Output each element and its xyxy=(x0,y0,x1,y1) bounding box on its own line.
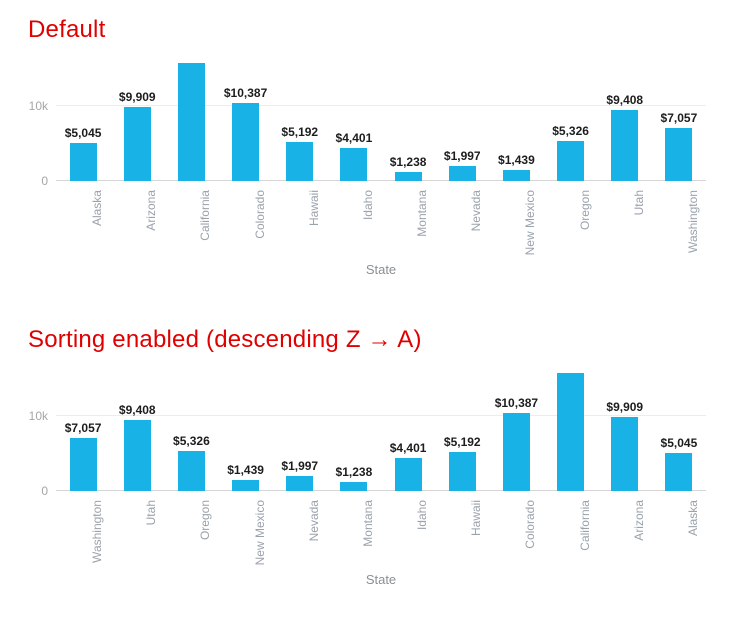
x-tick-label-idaho: Idaho xyxy=(360,190,375,221)
x-axis-title: State xyxy=(365,262,397,277)
bar-new-mexico xyxy=(502,170,530,181)
bar-washington xyxy=(665,128,693,181)
x-tick-label-nevada: Nevada xyxy=(469,190,484,232)
x-tick-label-colorado: Colorado xyxy=(252,190,267,239)
x-axis-title: State xyxy=(365,572,397,587)
y-tick-label-10k: 10k xyxy=(28,99,48,113)
bar-nevada xyxy=(286,476,314,491)
bar-value-label: $9,408 xyxy=(606,93,644,108)
bar-idaho xyxy=(394,458,422,491)
bar-value-label: $5,326 xyxy=(173,434,210,449)
x-tick-label-new-mexico: New Mexico xyxy=(252,500,267,566)
chart-sorted: Sorting enabled (descending Z → A) 0 10k $… xyxy=(0,310,731,621)
bar-hawaii xyxy=(448,452,476,491)
bar-new-mexico xyxy=(232,480,260,491)
bar-washington xyxy=(69,438,97,491)
bar-montana xyxy=(394,171,422,181)
bar-utah xyxy=(611,110,639,181)
bar-value-label: $5,045 xyxy=(660,436,698,451)
gridline-10k xyxy=(56,415,706,416)
bar-value-label: $4,401 xyxy=(335,131,373,145)
x-tick-label-arizona: Arizona xyxy=(144,190,159,231)
bar-value-label: $5,326 xyxy=(552,124,589,139)
bar-value-label: $9,909 xyxy=(606,399,644,414)
chart-title-sorted: Sorting enabled (descending Z → A) xyxy=(28,326,422,353)
x-tick-label-hawaii: Hawaii xyxy=(306,190,321,227)
x-tick-label-washington: Washington xyxy=(90,500,105,563)
bar-value-label: $1,439 xyxy=(227,463,264,478)
bar-utah xyxy=(123,420,151,491)
bar-oregon xyxy=(177,451,205,491)
y-tick-label-0: 0 xyxy=(41,484,48,498)
bar-value-label: $9,408 xyxy=(118,403,156,418)
bar-value-label: $5,192 xyxy=(281,125,319,140)
x-tick-label-nevada: Nevada xyxy=(306,500,321,542)
bar-oregon xyxy=(557,141,585,181)
bar-alaska xyxy=(665,453,693,491)
bar-arizona xyxy=(123,106,151,181)
bar-value-label: $10,387 xyxy=(494,396,539,411)
x-tick-label-washington: Washington xyxy=(685,190,700,253)
bar-value-label: $7,057 xyxy=(660,111,698,126)
bar-value-label: $1,238 xyxy=(335,464,373,479)
chart-default: Default 0 10k $5,045 $9,909 $10,387 $5,192 $4,… xyxy=(0,0,731,310)
bar-montana xyxy=(340,481,368,491)
x-tick-label-utah: Utah xyxy=(631,190,646,216)
x-tick-label-montana: Montana xyxy=(360,500,375,547)
y-tick-label-0: 0 xyxy=(41,174,48,188)
x-axis-line xyxy=(56,490,706,491)
x-tick-label-oregon: Oregon xyxy=(198,500,213,541)
bar-value-label: $10,387 xyxy=(223,86,268,101)
bar-alaska xyxy=(69,143,97,181)
x-tick-label-hawaii: Hawaii xyxy=(469,500,484,537)
plot-area: 0 10k $7,057 $9,408 $5,326 $1,439 $1,997 $1,238… xyxy=(29,366,706,498)
bar-california xyxy=(177,63,205,181)
gridline-10k xyxy=(56,105,706,106)
x-tick-label-oregon: Oregon xyxy=(577,190,592,231)
chart-title-default: Default xyxy=(28,16,106,43)
x-axis-line xyxy=(56,180,706,181)
x-tick-label-colorado: Colorado xyxy=(523,500,538,549)
plot-area: 0 10k $5,045 $9,909 $10,387 $5,192 $4,401 $1,23… xyxy=(29,56,706,188)
bar-idaho xyxy=(340,148,368,181)
x-tick-label-alaska: Alaska xyxy=(685,500,700,537)
x-tick-label-arizona: Arizona xyxy=(631,500,646,541)
bar-colorado xyxy=(502,413,530,491)
bar-value-label: $1,439 xyxy=(498,153,535,168)
bar-value-label: $1,997 xyxy=(443,149,481,164)
bar-arizona xyxy=(611,416,639,491)
x-tick-label-california: California xyxy=(577,500,592,551)
bar-nevada xyxy=(448,166,476,181)
x-tick-label-alaska: Alaska xyxy=(90,190,105,227)
bar-value-label: $1,238 xyxy=(389,154,427,169)
bar-value-label: $5,192 xyxy=(443,435,481,450)
x-tick-label-utah: Utah xyxy=(144,500,159,526)
bar-value-label: $4,401 xyxy=(389,441,427,455)
x-tick-label-montana: Montana xyxy=(415,190,430,237)
x-tick-label-california: California xyxy=(198,190,213,241)
bar-value-label: $7,057 xyxy=(64,421,102,436)
bar-colorado xyxy=(232,103,260,181)
bar-hawaii xyxy=(286,142,314,181)
bar-california xyxy=(557,373,585,491)
bar-value-label: $9,909 xyxy=(118,89,156,104)
y-tick-label-10k: 10k xyxy=(28,409,48,423)
x-tick-label-idaho: Idaho xyxy=(415,500,430,531)
x-axis-tick-labels: Alaska Arizona California Colorado Hawaii Ida… xyxy=(56,190,706,260)
x-axis-tick-labels: Washington Utah Oregon New Mexico Nevada Mont… xyxy=(56,500,706,570)
x-tick-label-new-mexico: New Mexico xyxy=(523,190,538,256)
bar-value-label: $5,045 xyxy=(64,126,102,141)
bar-value-label: $1,997 xyxy=(281,459,319,474)
